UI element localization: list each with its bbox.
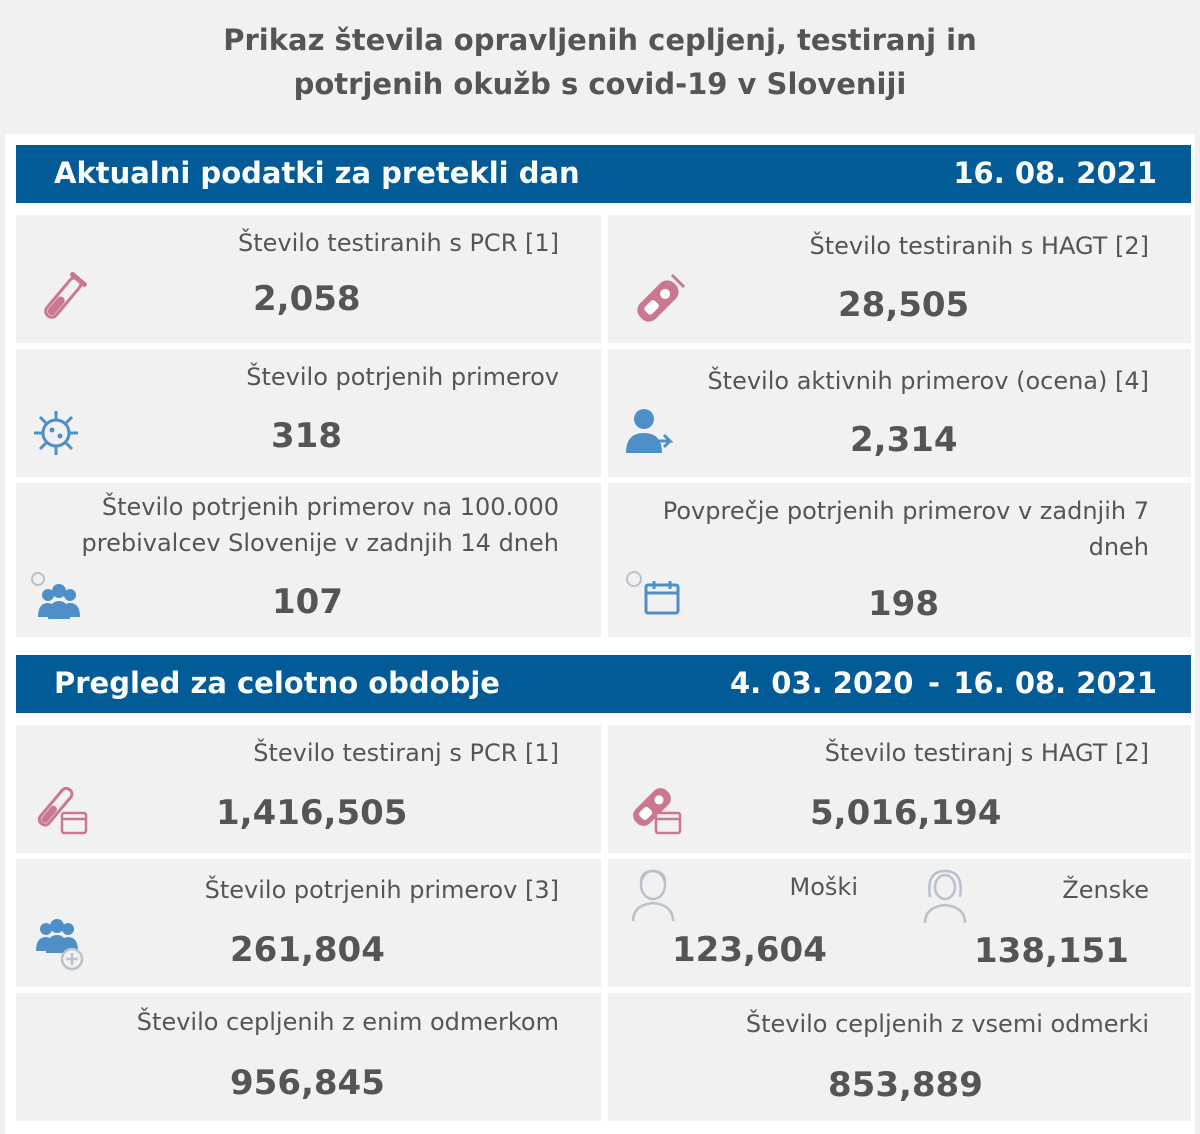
card-label: Število testiranih s HAGT [2] bbox=[809, 232, 1149, 260]
card-value: 956,845 bbox=[230, 1063, 385, 1103]
card-label: Število aktivnih primerov (ocena) [4] bbox=[707, 367, 1149, 395]
female-label: Ženske bbox=[1062, 876, 1149, 904]
card-value: 107 bbox=[272, 582, 343, 622]
test-tube-icon bbox=[34, 271, 90, 327]
person-icon bbox=[624, 407, 676, 459]
female-icon bbox=[922, 867, 968, 925]
card-label: Število cepljenih z vsemi odmerki bbox=[745, 1010, 1149, 1038]
total-heading: Pregled za celotno obdobje bbox=[54, 666, 500, 700]
male-label: Moški bbox=[789, 873, 858, 901]
total-date-from: 4. 03. 2020 bbox=[730, 666, 914, 700]
title-line-2: potrjenih okužb s covid-19 v Sloveniji bbox=[293, 67, 907, 101]
rapid-test-icon bbox=[628, 271, 688, 331]
male-value: 123,604 bbox=[672, 930, 827, 970]
daily-heading: Aktualni podatki za pretekli dan bbox=[54, 156, 580, 190]
card-value: 318 bbox=[271, 416, 342, 456]
test-tube-calendar-icon bbox=[32, 781, 92, 839]
card-daily-hagt: Število testiranih s HAGT [2] 28,505 bbox=[608, 215, 1191, 343]
card-label: Število testiranj s PCR [1] bbox=[253, 739, 559, 767]
calendar-virus-icon bbox=[624, 569, 684, 621]
card-label: Število testiranj s HAGT [2] bbox=[824, 739, 1149, 767]
daily-date: 16. 08. 2021 bbox=[953, 156, 1157, 190]
card-total-pcr: Število testiranj s PCR [1] 1,416,505 bbox=[16, 725, 601, 853]
virus-icon bbox=[32, 409, 80, 457]
total-date-separator: - bbox=[928, 666, 941, 700]
card-label: Število cepljenih z enim odmerkom bbox=[136, 1008, 559, 1036]
card-value: 1,416,505 bbox=[216, 793, 408, 833]
card-total-sex: Moški 123,604 Ženske 138,151 bbox=[608, 859, 1191, 987]
rapid-test-calendar-icon bbox=[626, 781, 686, 839]
card-total-vacc-all: Število cepljenih z vsemi odmerki 853,88… bbox=[608, 993, 1191, 1121]
total-banner: Pregled za celotno obdobje 4. 03. 2020 -… bbox=[16, 655, 1191, 713]
card-value: 261,804 bbox=[230, 930, 385, 970]
card-label: Število potrjenih primerov bbox=[246, 363, 559, 391]
group-plus-icon bbox=[34, 917, 90, 973]
card-daily-per100k: Število potrjenih primerov na 100.000 pr… bbox=[16, 483, 601, 637]
card-daily-avg7: Povprečje potrjenih primerov v zadnjih 7… bbox=[608, 483, 1191, 637]
card-daily-confirmed: Število potrjenih primerov 318 bbox=[16, 349, 601, 477]
title-line-1: Prikaz števila opravljenih cepljenj, tes… bbox=[223, 23, 977, 57]
card-value: 198 bbox=[868, 584, 939, 624]
card-value: 2,314 bbox=[850, 420, 958, 460]
female-value: 138,151 bbox=[974, 931, 1129, 971]
total-date-to: 16. 08. 2021 bbox=[953, 666, 1157, 700]
card-total-vacc-one: Število cepljenih z enim odmerkom 956,84… bbox=[16, 993, 601, 1121]
group-virus-icon bbox=[30, 571, 88, 623]
card-label: Število testiranih s PCR [1] bbox=[238, 229, 559, 257]
page-title: Prikaz števila opravljenih cepljenj, tes… bbox=[0, 18, 1200, 106]
card-value: 5,016,194 bbox=[810, 793, 1002, 833]
card-value: 853,889 bbox=[828, 1065, 983, 1105]
male-icon bbox=[630, 867, 676, 923]
card-daily-pcr: Število testiranih s PCR [1] 2,058 bbox=[16, 215, 601, 343]
card-value: 28,505 bbox=[838, 285, 970, 325]
daily-banner: Aktualni podatki za pretekli dan 16. 08.… bbox=[16, 145, 1191, 203]
card-daily-active: Število aktivnih primerov (ocena) [4] 2,… bbox=[608, 349, 1191, 477]
card-value: 2,058 bbox=[253, 279, 361, 319]
card-label: Število potrjenih primerov na 100.000 pr… bbox=[81, 493, 559, 557]
card-label: Povprečje potrjenih primerov v zadnjih 7… bbox=[662, 497, 1149, 561]
card-total-hagt: Število testiranj s HAGT [2] 5,016,194 bbox=[608, 725, 1191, 853]
card-label: Število potrjenih primerov [3] bbox=[204, 876, 559, 904]
card-total-confirmed: Število potrjenih primerov [3] 261,804 bbox=[16, 859, 601, 987]
